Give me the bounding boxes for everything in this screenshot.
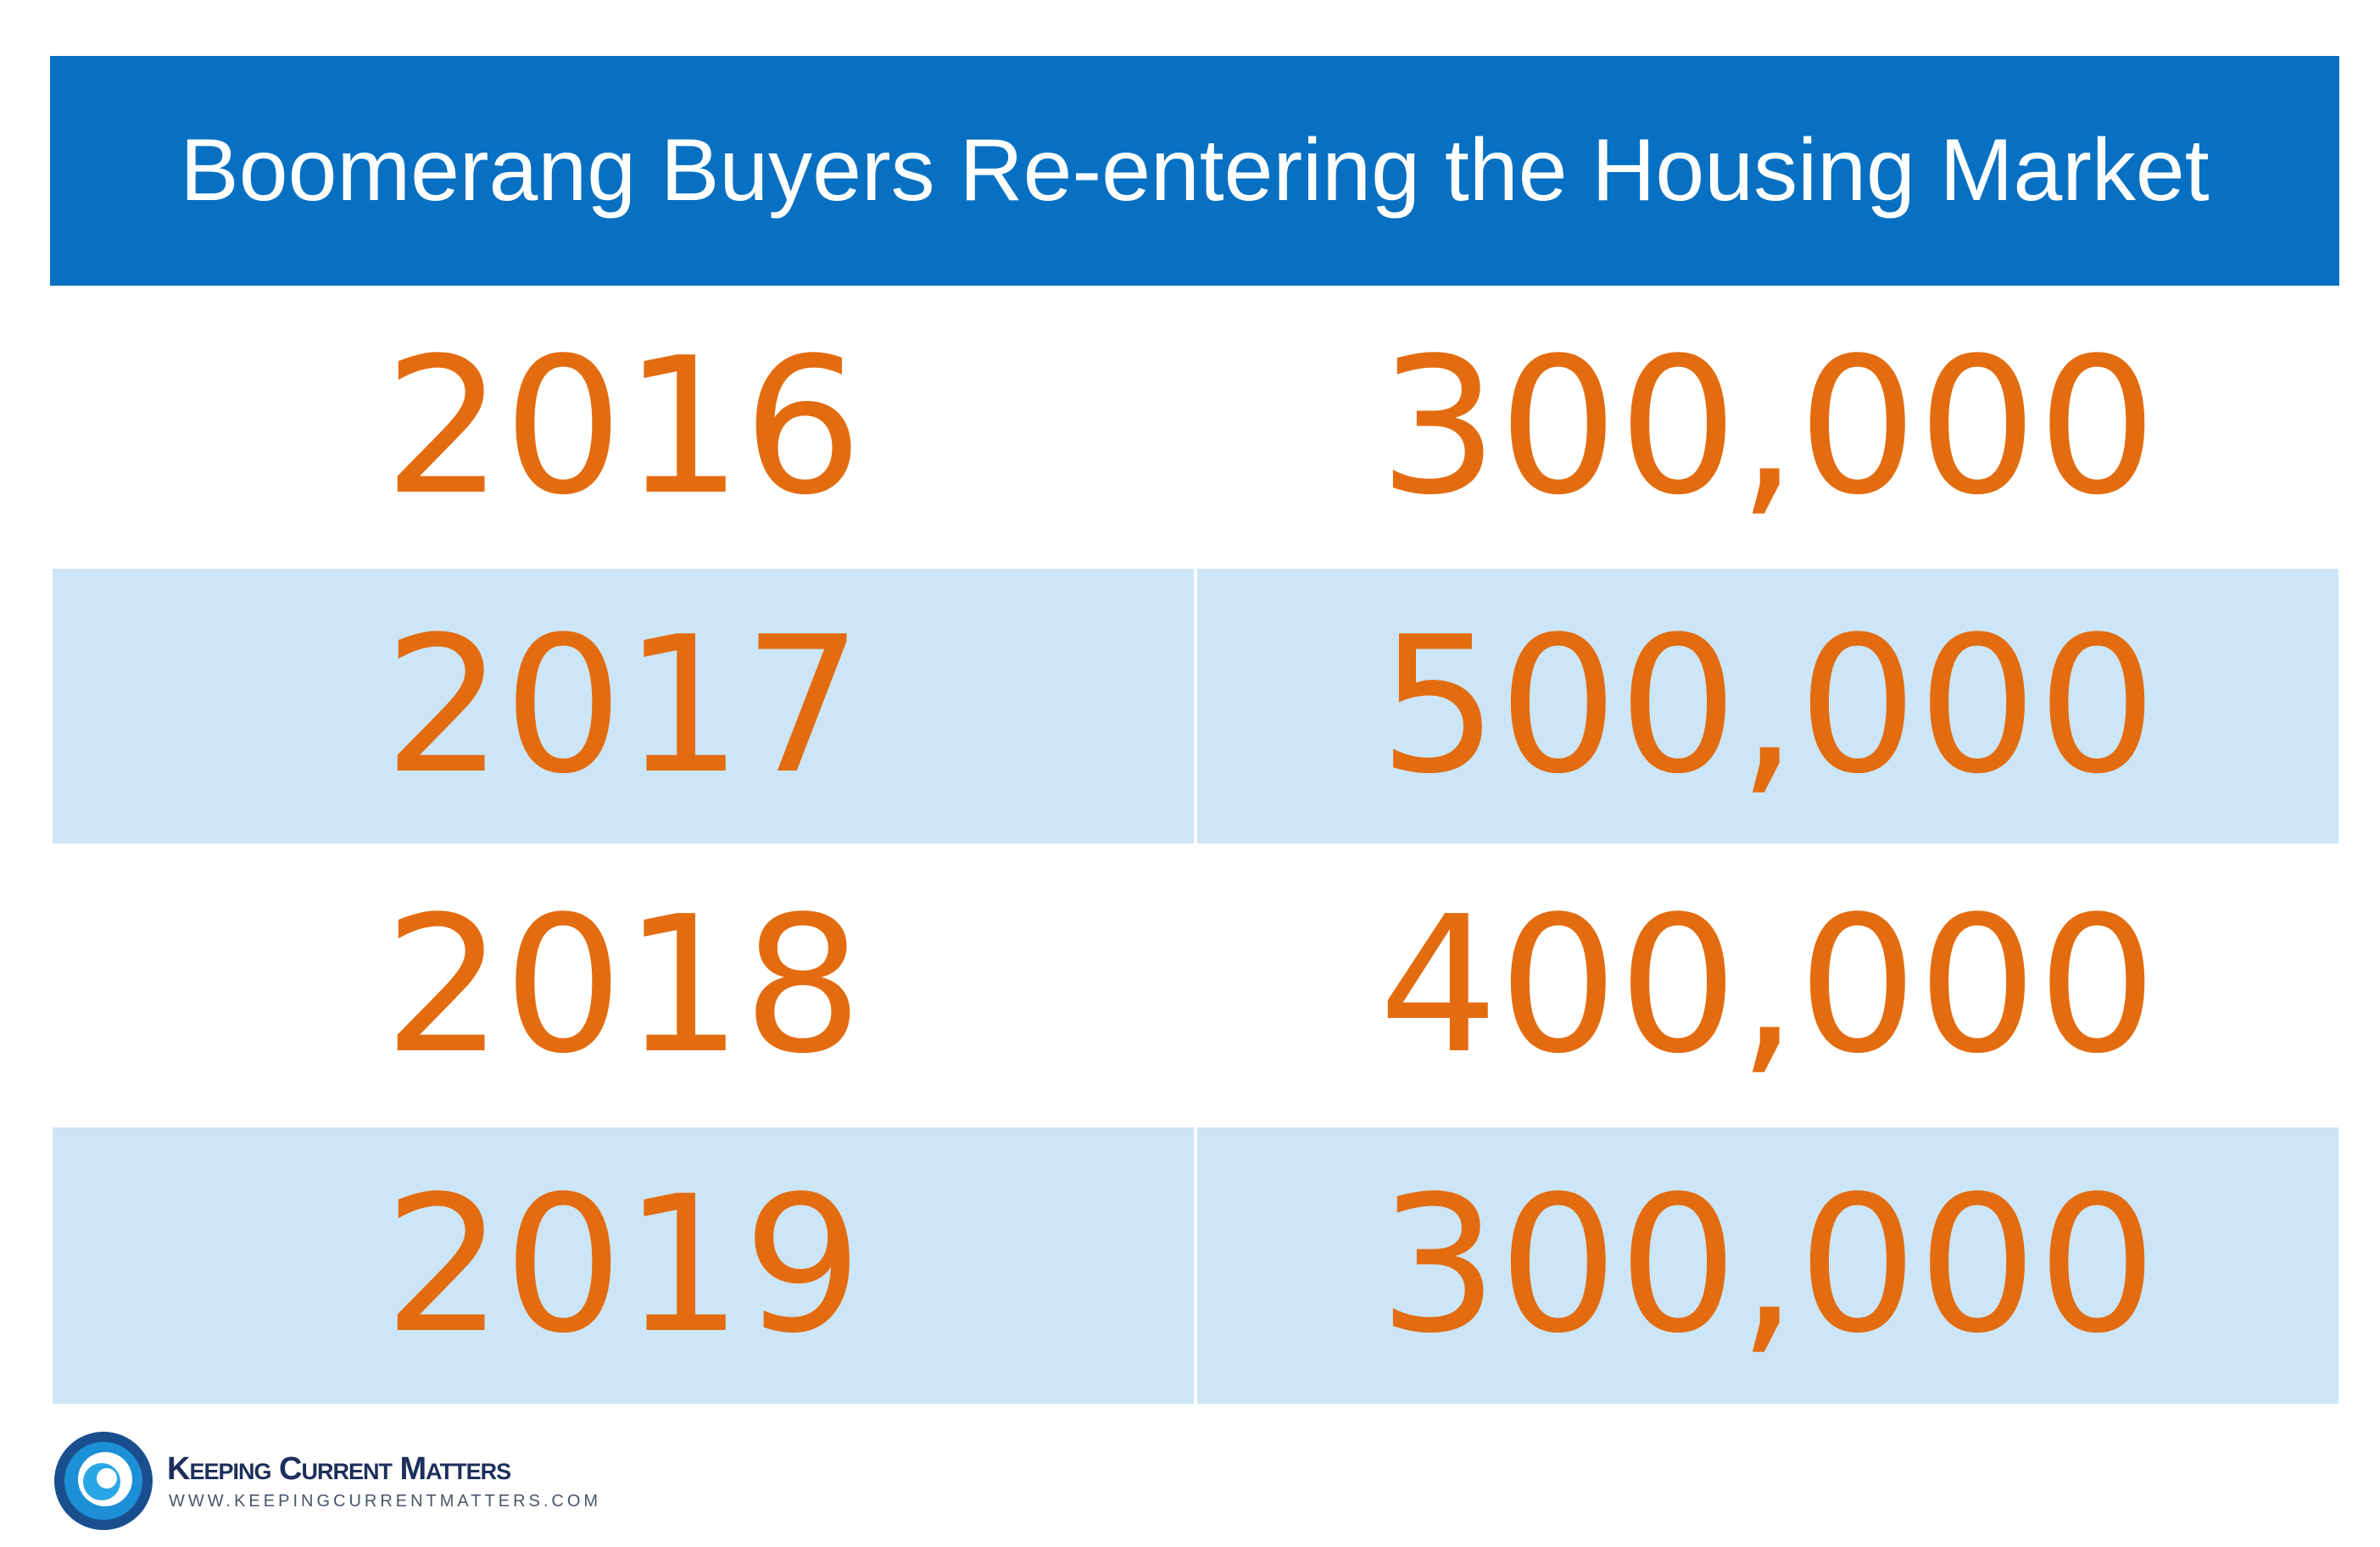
year-cell: 2017 xyxy=(383,597,863,815)
header: Boomerang Buyers Re-entering the Housing… xyxy=(50,56,2339,286)
year-cell: 2016 xyxy=(383,318,863,537)
divider xyxy=(1194,569,1197,843)
logo-icon xyxy=(54,1432,153,1530)
logo-url: www.keepingcurrentmatters.com xyxy=(169,1492,602,1511)
value-cell: 300,000 xyxy=(1378,318,2158,537)
table-row: 2017 500,000 xyxy=(53,569,2338,843)
divider xyxy=(1194,1127,1197,1404)
table-row: 2019 300,000 xyxy=(53,1127,2338,1404)
year-cell: 2018 xyxy=(383,876,863,1095)
logo-name: Keeping Current Matters xyxy=(167,1451,511,1487)
table-row: 2018 400,000 xyxy=(53,843,2338,1127)
title: Boomerang Buyers Re-entering the Housing… xyxy=(180,121,2210,220)
value-cell: 300,000 xyxy=(1378,1156,2158,1375)
value-cell: 500,000 xyxy=(1378,597,2158,815)
value-cell: 400,000 xyxy=(1378,876,2158,1095)
year-cell: 2019 xyxy=(383,1156,863,1375)
table-row: 2016 300,000 xyxy=(53,286,2338,569)
